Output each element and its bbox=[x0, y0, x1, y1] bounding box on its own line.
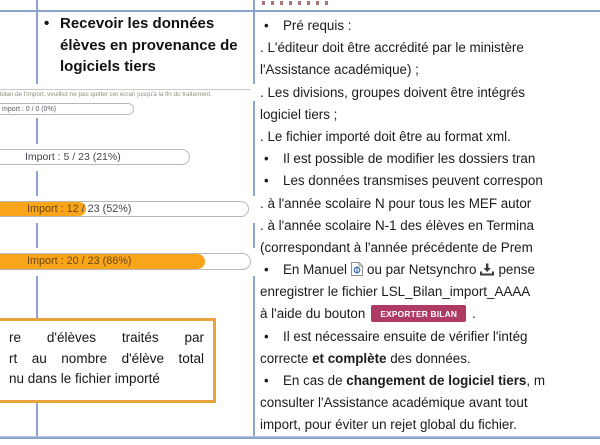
text-line: import, pour éviter un rejet global du f… bbox=[260, 417, 517, 433]
text-line: . à l'année scolaire N pour tous les MEF… bbox=[260, 195, 532, 211]
heading-text: Recevoir les données élèves en provenanc… bbox=[60, 13, 238, 78]
text-line: correcte et complète des données. bbox=[260, 350, 471, 366]
progress-label: Import : 12 / 23 (52%) bbox=[27, 203, 132, 215]
manual-export-document-icon bbox=[351, 261, 364, 277]
import-screenshot-4: Import : 20 / 23 (86%) bbox=[0, 248, 261, 276]
netsynchro-download-icon bbox=[480, 263, 495, 276]
text-line: . Le fichier importé doit être au format… bbox=[260, 128, 511, 144]
bullet-icon: • bbox=[264, 151, 269, 167]
text-line: • Pré requis : bbox=[255, 15, 600, 37]
text-line: consulter l'Assistance académique avant … bbox=[260, 395, 528, 411]
heading-line: logiciels tiers bbox=[60, 58, 156, 75]
import-screenshot-3: Import : 12 / 23 (52%) bbox=[0, 196, 259, 223]
table-border-top bbox=[0, 10, 600, 12]
bold-text: changement de logiciel tiers bbox=[346, 373, 527, 388]
import-wait-message: bilan de l'import, veuillez ne pas quitt… bbox=[0, 91, 212, 98]
text-line: l'Assistance académique) ; bbox=[260, 62, 419, 78]
text-line: enregistrer le fichier LSL_Bilan_import_… bbox=[260, 284, 531, 300]
text-line: . Les divisions, groupes doivent être in… bbox=[260, 84, 525, 100]
note-callout-box: re d'élèves traités par rt au nombre d'é… bbox=[0, 318, 216, 403]
progress-label: mport : 0 / 0 (0%) bbox=[2, 106, 57, 113]
bullet-icon: • bbox=[264, 173, 269, 189]
bullet-icon: • bbox=[44, 15, 50, 32]
progress-bar-52pct: Import : 12 / 23 (52%) bbox=[0, 201, 249, 217]
heading-line: élèves en provenance de bbox=[60, 36, 238, 54]
table-border-bottom bbox=[0, 436, 600, 439]
note-line: nu dans le fichier importé bbox=[9, 371, 160, 386]
progress-bar-21pct: Import : 5 / 23 (21%) bbox=[0, 149, 190, 165]
clipped-text-remnant bbox=[262, 1, 332, 5]
text-line: . L'éditeur doit être accrédité par le m… bbox=[260, 40, 524, 56]
text-line: . à l'année scolaire N-1 des élèves en T… bbox=[260, 217, 534, 233]
note-line: rt au nombre d'élève total bbox=[9, 350, 204, 366]
text-line: • Il est possible de modifier les dossier… bbox=[255, 148, 600, 170]
text-line: logiciel tiers ; bbox=[260, 106, 338, 122]
progress-label: Import : 5 / 23 (21%) bbox=[25, 151, 121, 163]
text-line: • En cas de changement de logiciel tiers,… bbox=[255, 370, 600, 392]
text-line: à l'aide du bouton EXPORTER BILAN. bbox=[260, 305, 476, 323]
progress-bar-86pct: Import : 20 / 23 (86%) bbox=[0, 253, 251, 270]
bullet-icon: • bbox=[264, 18, 269, 33]
bullet-icon: • bbox=[264, 373, 269, 388]
text-line: • En Manuel ou par Netsynchro pense bbox=[255, 259, 600, 281]
progress-fill bbox=[0, 202, 86, 216]
progress-label: Import : 20 / 23 (86%) bbox=[27, 255, 132, 267]
note-line: re d'élèves traités par bbox=[9, 330, 204, 345]
progress-fill bbox=[0, 254, 205, 269]
screenshot-divider-line bbox=[0, 89, 251, 90]
import-screenshot-2: Import : 5 / 23 (21%) bbox=[0, 144, 199, 171]
exporter-bilan-button[interactable]: EXPORTER BILAN bbox=[371, 305, 467, 323]
progress-bar-0pct: mport : 0 / 0 (0%) bbox=[0, 103, 134, 115]
text-line: • Les données transmises peuvent correspo… bbox=[255, 170, 600, 192]
right-cell-prerequisites: • Pré requis : . L'éditeur doit être accr… bbox=[255, 11, 600, 437]
import-screenshot-caption: bilan de l'import, veuillez ne pas quitt… bbox=[0, 84, 257, 101]
text-line: (correspondant à l'année précédente de P… bbox=[260, 239, 533, 255]
bullet-icon: • bbox=[264, 328, 269, 344]
bullet-icon: • bbox=[264, 262, 269, 278]
text-line: • Il est nécessaire ensuite de vérifier l… bbox=[255, 326, 600, 348]
heading-line: Recevoir les données bbox=[60, 15, 215, 32]
left-cell-heading: • Recevoir les données élèves en provena… bbox=[44, 13, 249, 78]
bold-text: et complète bbox=[312, 350, 387, 366]
import-screenshot-1: mport : 0 / 0 (0%) bbox=[0, 101, 142, 118]
